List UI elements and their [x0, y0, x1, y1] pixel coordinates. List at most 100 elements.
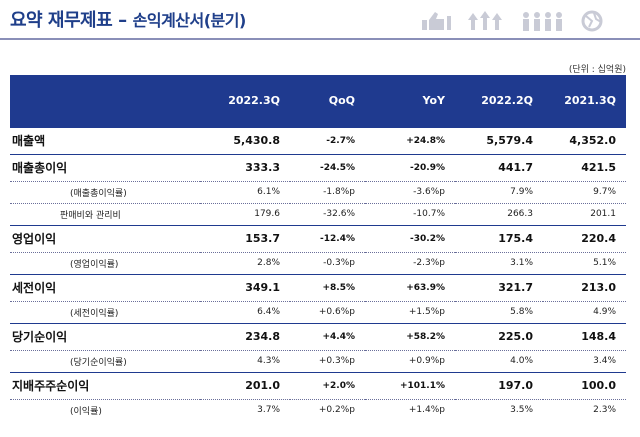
cell-2021-3q: 421.5 — [543, 153, 626, 181]
table-header-row: 2022.3Q QoQ YoY 2022.2Q 2021.3Q — [10, 75, 626, 127]
page-title-main: 요약 재무제표 — [10, 10, 113, 31]
table-row: (당기순이익률) 4.3% +0.3%p +0.9%p 4.0% 3.4% — [10, 349, 626, 372]
cell-2021-3q: 4.9% — [543, 300, 626, 323]
cell-2022-3q: 6.4% — [200, 300, 290, 323]
cell-2021-3q: 148.4 — [543, 322, 626, 350]
table-row: (영업이익률) 2.8% -0.3%p -2.3%p 3.1% 5.1% — [10, 251, 626, 274]
cell-2022-3q: 3.7% — [200, 398, 290, 421]
row-label: 지배주주순이익 — [10, 371, 200, 399]
table-row: 세전이익 349.1 +8.5% +63.9% 321.7 213.0 — [10, 273, 626, 301]
thumbs-up-icon — [420, 10, 454, 32]
cell-2022-3q: 234.8 — [200, 322, 290, 350]
cell-qoq: -0.3%p — [290, 251, 365, 274]
cell-qoq: +0.2%p — [290, 398, 365, 421]
table-row: 판매비와 관리비 179.6 -32.6% -10.7% 266.3 201.1 — [10, 202, 626, 225]
row-label: 판매비와 관리비 — [10, 202, 200, 225]
cell-qoq: +4.4% — [290, 322, 365, 350]
cell-2022-2q: 5.8% — [455, 300, 543, 323]
cell-2022-3q: 5,430.8 — [200, 126, 290, 154]
cell-2021-3q: 213.0 — [543, 273, 626, 301]
page-subtitle: 손익계산서(분기) — [132, 11, 247, 30]
page-title: 요약 재무제표 – 손익계산서(분기) — [10, 6, 246, 32]
table-row: 지배주주순이익 201.0 +2.0% +101.1% 197.0 100.0 — [10, 371, 626, 399]
header-icons — [420, 10, 604, 32]
cell-yoy: -2.3%p — [365, 251, 455, 274]
cell-qoq: -2.7% — [290, 126, 365, 154]
cell-2022-2q: 266.3 — [455, 202, 543, 225]
cell-qoq: -32.6% — [290, 202, 365, 225]
row-label: 영업이익 — [10, 224, 200, 252]
cell-yoy: -30.2% — [365, 224, 455, 252]
row-label: (당기순이익률) — [10, 349, 200, 372]
cell-qoq: -24.5% — [290, 153, 365, 181]
cell-2022-2q: 225.0 — [455, 322, 543, 350]
globe-icon — [580, 10, 604, 32]
row-label: 매출액 — [10, 126, 200, 154]
cell-2021-3q: 4,352.0 — [543, 126, 626, 154]
cell-qoq: +0.6%p — [290, 300, 365, 323]
column-header-2022-3q: 2022.3Q — [228, 94, 280, 108]
row-label: 세전이익 — [10, 273, 200, 301]
table-row: 매출총이익 333.3 -24.5% -20.9% 441.7 421.5 — [10, 153, 626, 181]
cell-qoq: +2.0% — [290, 371, 365, 399]
title-bar: 요약 재무제표 – 손익계산서(분기) — [0, 0, 640, 36]
table-row: (세전이익률) 6.4% +0.6%p +1.5%p 5.8% 4.9% — [10, 300, 626, 323]
row-label: 당기순이익 — [10, 322, 200, 350]
cell-yoy: -10.7% — [365, 202, 455, 225]
row-label: (세전이익률) — [10, 300, 200, 323]
table-row: (이익률) 3.7% +0.2%p +1.4%p 3.5% 2.3% — [10, 398, 626, 421]
table-row: (매출총이익률) 6.1% -1.8%p -3.6%p 7.9% 9.7% — [10, 180, 626, 203]
table-row: 영업이익 153.7 -12.4% -30.2% 175.4 220.4 — [10, 224, 626, 252]
cell-2021-3q: 220.4 — [543, 224, 626, 252]
row-label: (이익률) — [10, 398, 200, 421]
cell-yoy: -3.6%p — [365, 180, 455, 203]
column-header-yoy: YoY — [422, 94, 445, 108]
cell-qoq: +0.3%p — [290, 349, 365, 372]
row-label: (영업이익률) — [10, 251, 200, 274]
cell-yoy: -20.9% — [365, 153, 455, 181]
cell-2022-2q: 5,579.4 — [455, 126, 543, 154]
cell-2021-3q: 100.0 — [543, 371, 626, 399]
column-header-2021-3q: 2021.3Q — [564, 94, 616, 108]
cell-2022-3q: 349.1 — [200, 273, 290, 301]
column-header-metric — [10, 75, 200, 127]
title-divider — [0, 38, 640, 40]
cell-qoq: -12.4% — [290, 224, 365, 252]
cell-yoy: +63.9% — [365, 273, 455, 301]
cell-2022-3q: 201.0 — [200, 371, 290, 399]
cell-qoq: +8.5% — [290, 273, 365, 301]
cell-2022-2q: 4.0% — [455, 349, 543, 372]
cell-2022-2q: 321.7 — [455, 273, 543, 301]
row-label: 매출총이익 — [10, 153, 200, 181]
cell-qoq: -1.8%p — [290, 180, 365, 203]
people-icon — [520, 10, 566, 32]
title-dash: – — [118, 10, 127, 31]
cell-2022-2q: 197.0 — [455, 371, 543, 399]
cell-2022-3q: 333.3 — [200, 153, 290, 181]
cell-2022-2q: 7.9% — [455, 180, 543, 203]
cell-2022-3q: 6.1% — [200, 180, 290, 203]
row-label: (매출총이익률) — [10, 180, 200, 203]
cell-2021-3q: 3.4% — [543, 349, 626, 372]
income-statement-table: 2022.3Q QoQ YoY 2022.2Q 2021.3Q 매출액 5,430… — [10, 75, 626, 421]
cell-yoy: +0.9%p — [365, 349, 455, 372]
cell-yoy: +101.1% — [365, 371, 455, 399]
cell-yoy: +58.2% — [365, 322, 455, 350]
table-row: 매출액 5,430.8 -2.7% +24.8% 5,579.4 4,352.0 — [10, 126, 626, 154]
cell-yoy: +24.8% — [365, 126, 455, 154]
growth-arrows-icon — [468, 10, 506, 32]
cell-2022-2q: 3.1% — [455, 251, 543, 274]
table-row: 당기순이익 234.8 +4.4% +58.2% 225.0 148.4 — [10, 322, 626, 350]
cell-2021-3q: 9.7% — [543, 180, 626, 203]
cell-yoy: +1.5%p — [365, 300, 455, 323]
cell-2022-3q: 2.8% — [200, 251, 290, 274]
cell-2021-3q: 2.3% — [543, 398, 626, 421]
cell-2022-3q: 179.6 — [200, 202, 290, 225]
cell-yoy: +1.4%p — [365, 398, 455, 421]
cell-2022-2q: 175.4 — [455, 224, 543, 252]
cell-2021-3q: 201.1 — [543, 202, 626, 225]
cell-2022-2q: 441.7 — [455, 153, 543, 181]
cell-2021-3q: 5.1% — [543, 251, 626, 274]
unit-note: (단위 : 십억원) — [568, 65, 626, 75]
table-body: 매출액 5,430.8 -2.7% +24.8% 5,579.4 4,352.0 매출총이익… — [10, 126, 626, 421]
